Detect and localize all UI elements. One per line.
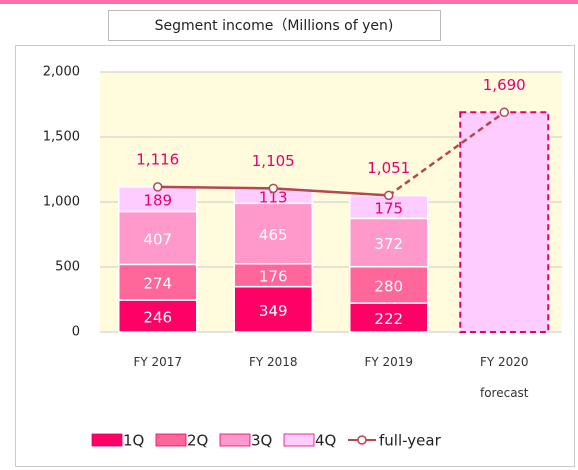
legend-label: full-year: [379, 432, 442, 450]
full-year-marker: [268, 183, 278, 194]
total-label: 1,105: [252, 152, 295, 170]
total-label: 1,116: [136, 150, 179, 168]
full-year-forecast-line: [388, 111, 505, 197]
x-tick-label: FY 2019: [364, 355, 413, 369]
y-tick-label: 2,000: [43, 65, 80, 80]
segment-label: 176: [259, 268, 288, 286]
x-tick-label: FY 2020 forecast: [480, 355, 529, 400]
segment-label: 246: [143, 309, 172, 327]
segment-label: 189: [143, 192, 172, 210]
y-tick-label: 1,500: [43, 130, 80, 145]
legend-label: 2Q: [187, 432, 208, 450]
title-box: [108, 10, 441, 41]
segment-label: 465: [259, 226, 288, 244]
segment-label: 349: [259, 302, 288, 320]
legend-swatch: [283, 433, 315, 447]
bar-segment: [233, 202, 313, 265]
full-year-marker: [153, 182, 163, 192]
segment-label: 175: [374, 200, 403, 218]
legend-marker: [357, 435, 367, 445]
full-year-marker: [499, 107, 509, 118]
y-tick-label: 0: [72, 325, 80, 340]
segment-label: 222: [374, 310, 403, 328]
legend-label: 1Q: [123, 432, 144, 450]
legend-label: 4Q: [315, 432, 336, 450]
segment-label: 280: [374, 277, 403, 295]
bar-segment: [349, 217, 429, 268]
bar-segment: [349, 265, 429, 304]
segment-label: 113: [259, 188, 288, 206]
legend-swatch: [91, 433, 123, 447]
segment-label: 274: [143, 275, 172, 293]
y-tick-label: 500: [55, 260, 80, 275]
legend-label: 3Q: [251, 432, 272, 450]
total-label: 1,690: [483, 76, 526, 94]
segment-label: 407: [143, 230, 172, 248]
total-label: 1,051: [367, 159, 410, 177]
top-band: [0, 0, 578, 4]
x-tick-label: FY 2018: [249, 355, 298, 369]
legend-swatch: [219, 433, 251, 447]
y-tick-label: 1,000: [43, 195, 80, 210]
legend-swatch: [155, 433, 187, 447]
chart-title: Segment income（Millions of yen): [155, 18, 394, 34]
segment-label: 372: [374, 235, 403, 253]
x-tick-label: FY 2017: [133, 355, 182, 369]
full-year-marker: [384, 190, 394, 201]
chart-frame: [15, 45, 575, 467]
bar-segment: [349, 302, 429, 333]
forecast-bar: [459, 111, 550, 333]
